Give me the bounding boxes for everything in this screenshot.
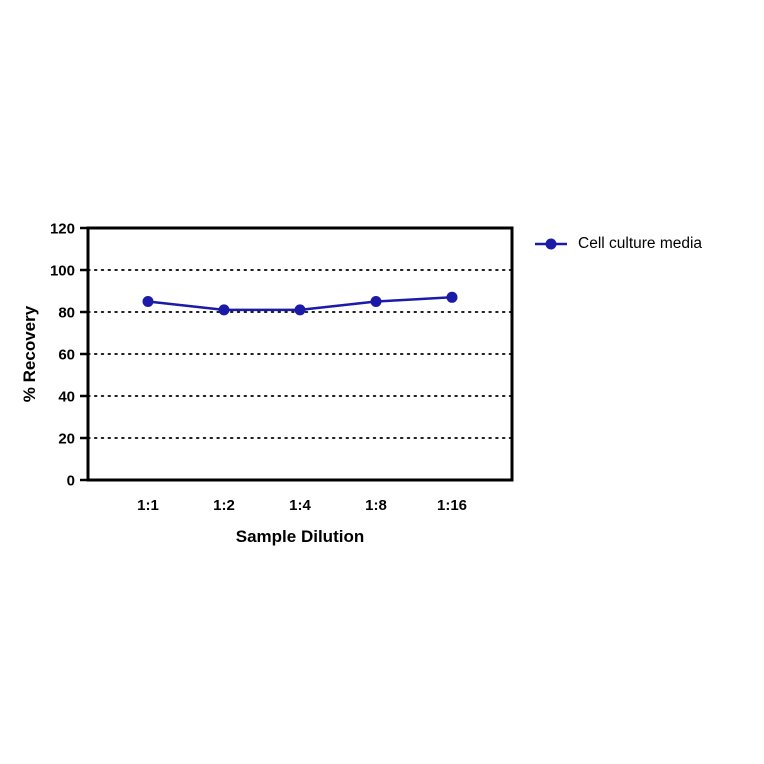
x-tick-label: 1:1 xyxy=(137,497,159,514)
data-point xyxy=(370,296,382,307)
y-tick-label: 100 xyxy=(50,263,75,280)
y-tick-label: 20 xyxy=(58,431,75,448)
legend-dot xyxy=(545,238,557,250)
x-tick-label: 1:16 xyxy=(437,497,467,514)
y-tick-label: 40 xyxy=(58,389,75,406)
data-point xyxy=(446,291,458,303)
y-tick-label: 120 xyxy=(50,221,75,238)
legend: Cell culture media xyxy=(534,235,702,253)
data-point xyxy=(294,304,306,316)
data-point xyxy=(218,304,230,316)
x-tick-label: 1:2 xyxy=(213,497,235,514)
legend-marker-icon xyxy=(535,238,567,250)
y-axis-label: % Recovery xyxy=(20,305,39,403)
x-tick-label: 1:4 xyxy=(289,497,311,514)
y-tick-label: 80 xyxy=(58,305,75,322)
data-point xyxy=(142,296,154,307)
y-tick-label: 60 xyxy=(58,347,75,364)
x-tick-label: 1:8 xyxy=(365,497,387,514)
legend-label: Cell culture media xyxy=(578,235,703,252)
x-axis-label: Sample Dilution xyxy=(235,527,365,546)
y-tick-label: 0 xyxy=(67,473,75,490)
